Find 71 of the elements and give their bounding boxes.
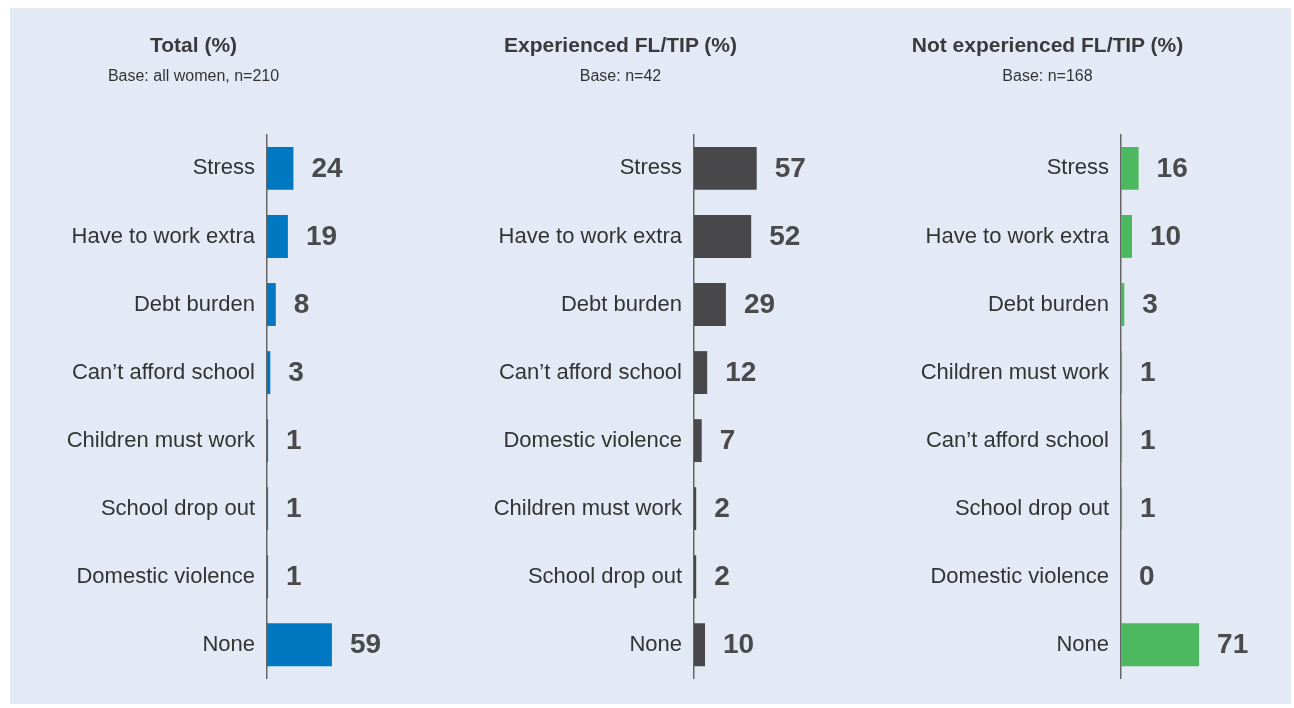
bar xyxy=(1121,215,1132,258)
bar xyxy=(694,146,757,190)
bar xyxy=(267,146,294,190)
bar xyxy=(694,487,697,531)
data-label: 57 xyxy=(774,152,806,184)
chart-subtitle: Base: all women, n=210 xyxy=(107,67,280,85)
y-tick-label: School drop out xyxy=(527,562,682,588)
bar xyxy=(267,351,271,395)
bar xyxy=(267,623,332,667)
bar xyxy=(694,623,705,667)
data-label: 10 xyxy=(1150,220,1182,252)
data-label: 16 xyxy=(1156,152,1188,184)
data-label: 1 xyxy=(1140,492,1156,524)
data-label: 1 xyxy=(286,492,302,524)
data-label: 7 xyxy=(719,424,736,456)
y-tick-label: Have to work extra xyxy=(498,222,683,248)
y-tick-label: None xyxy=(1056,630,1109,656)
bar xyxy=(694,215,752,258)
data-label: 10 xyxy=(723,628,755,660)
data-label: 0 xyxy=(1139,560,1155,592)
y-tick-label: Children must work xyxy=(920,358,1110,384)
data-label: 8 xyxy=(293,288,310,320)
data-label: 29 xyxy=(743,288,776,320)
y-tick-label: Debt burden xyxy=(133,290,255,316)
bar xyxy=(694,419,702,463)
data-label: 2 xyxy=(714,492,730,524)
data-label: 1 xyxy=(286,560,302,592)
y-tick-label: Can’t afford school xyxy=(498,358,682,384)
data-label: 3 xyxy=(1142,288,1158,320)
data-label: 24 xyxy=(311,152,343,184)
y-tick-label: Domestic violence xyxy=(76,562,255,588)
y-tick-label: Domestic violence xyxy=(503,426,682,452)
y-tick-label: Can’t afford school xyxy=(71,358,255,384)
bar xyxy=(694,555,697,599)
y-tick-label: Children must work xyxy=(493,494,683,520)
data-label: 71 xyxy=(1217,628,1249,660)
y-tick-label: Have to work extra xyxy=(71,222,256,248)
y-tick-label: Can’t afford school xyxy=(925,426,1109,452)
data-label: 12 xyxy=(725,356,757,388)
y-tick-label: Children must work xyxy=(66,426,256,452)
chart-subtitle: Base: n=168 xyxy=(1002,67,1093,85)
bar xyxy=(1121,283,1125,326)
y-tick-label: School drop out xyxy=(100,494,255,520)
y-tick-label: Debt burden xyxy=(987,290,1109,316)
bar xyxy=(694,283,726,326)
data-label: 1 xyxy=(1140,356,1156,388)
bar xyxy=(694,351,708,395)
y-tick-label: Stress xyxy=(1046,154,1109,180)
data-label: 2 xyxy=(714,560,730,592)
data-label: 59 xyxy=(349,628,382,660)
chart-subtitle: Base: n=42 xyxy=(579,67,662,85)
bar xyxy=(267,283,276,326)
y-tick-label: Stress xyxy=(192,154,255,180)
y-tick-label: None xyxy=(629,630,682,656)
data-label: 19 xyxy=(305,220,338,252)
chart-title: Experienced FL/TIP (%) xyxy=(504,33,737,57)
y-tick-label: Stress xyxy=(619,154,682,180)
chart-title: Not experienced FL/TIP (%) xyxy=(911,33,1184,57)
y-tick-label: School drop out xyxy=(954,494,1109,520)
chart-title: Total (%) xyxy=(149,33,238,57)
bar xyxy=(1121,623,1200,667)
data-label: 1 xyxy=(286,424,302,456)
y-tick-label: Domestic violence xyxy=(930,562,1109,588)
y-tick-label: None xyxy=(202,630,255,656)
y-tick-label: Debt burden xyxy=(560,290,682,316)
data-label: 1 xyxy=(1140,424,1156,456)
y-tick-label: Have to work extra xyxy=(925,222,1110,248)
data-label: 3 xyxy=(288,356,304,388)
bar xyxy=(267,215,288,258)
bar xyxy=(1121,146,1139,190)
data-label: 52 xyxy=(769,220,801,252)
